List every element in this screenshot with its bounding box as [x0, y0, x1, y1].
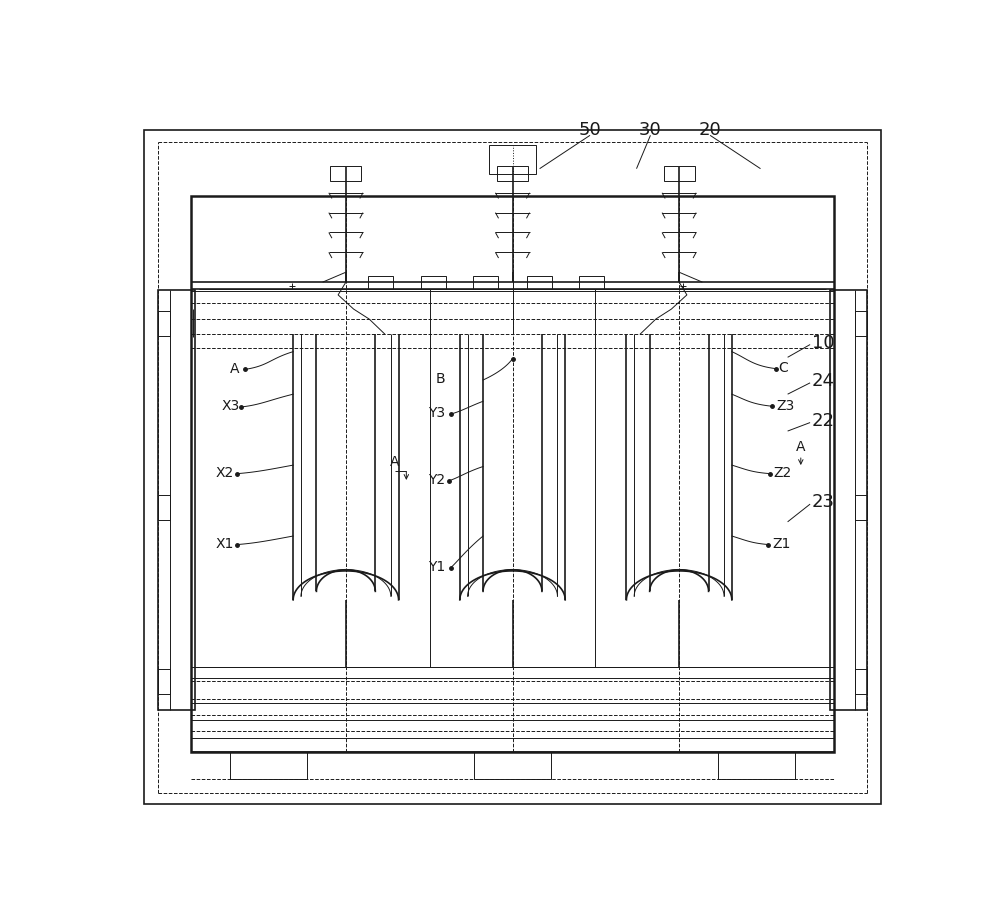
Bar: [855, 495, 867, 520]
Bar: [497, 166, 528, 181]
Text: X3: X3: [221, 399, 240, 414]
Bar: [473, 276, 498, 289]
Text: Y2: Y2: [428, 473, 445, 487]
Bar: [421, 276, 446, 289]
Bar: [579, 276, 604, 289]
Text: Z2: Z2: [774, 466, 792, 480]
Text: Y1: Y1: [428, 560, 445, 574]
Bar: [191, 667, 834, 752]
Text: Z3: Z3: [776, 399, 794, 413]
Bar: [158, 290, 195, 710]
Text: C: C: [778, 361, 788, 375]
Bar: [527, 276, 552, 289]
Bar: [158, 669, 170, 694]
Text: X2: X2: [215, 466, 234, 480]
Bar: [330, 166, 361, 181]
Text: 10: 10: [812, 334, 834, 352]
Bar: [230, 752, 307, 778]
Text: X1: X1: [215, 537, 234, 551]
Bar: [158, 310, 170, 336]
Bar: [855, 669, 867, 694]
Bar: [191, 195, 834, 752]
Bar: [718, 752, 795, 778]
Bar: [489, 145, 536, 174]
Text: A: A: [390, 455, 399, 469]
Text: 20: 20: [699, 122, 722, 139]
Text: 30: 30: [639, 122, 662, 139]
Text: B: B: [435, 371, 445, 386]
Text: 24: 24: [812, 372, 835, 391]
Text: 22: 22: [812, 412, 835, 430]
Bar: [830, 290, 867, 710]
Text: Z1: Z1: [772, 537, 790, 551]
Bar: [664, 166, 695, 181]
Bar: [474, 752, 551, 778]
Bar: [158, 495, 170, 520]
Text: A: A: [796, 440, 806, 454]
Text: Y3: Y3: [428, 406, 445, 420]
Text: A: A: [230, 362, 240, 376]
Text: 50: 50: [579, 122, 601, 139]
Bar: [855, 310, 867, 336]
Bar: [368, 276, 393, 289]
Text: 23: 23: [812, 493, 835, 511]
